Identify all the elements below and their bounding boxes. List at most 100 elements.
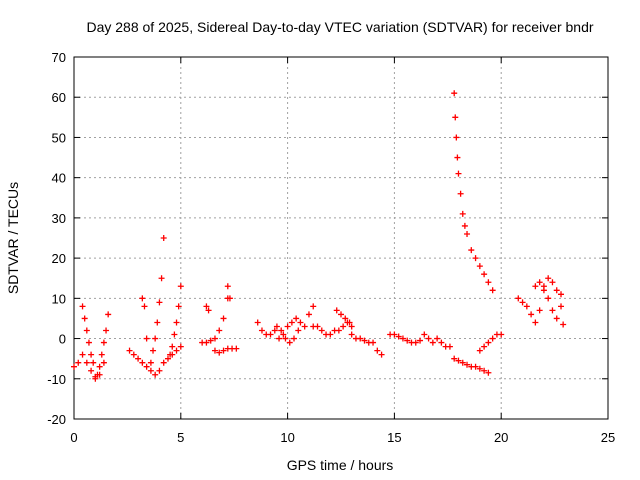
- data-point: [143, 363, 150, 370]
- plot-area-frame: [73, 56, 609, 420]
- data-point: [164, 355, 171, 362]
- data-point: [451, 355, 458, 362]
- data-point: [276, 335, 283, 342]
- data-point: [338, 311, 344, 318]
- data-point: [357, 335, 364, 342]
- y-tick-label: 70: [52, 50, 66, 65]
- data-point: [340, 323, 347, 330]
- data-point: [147, 359, 154, 366]
- data-point: [310, 303, 317, 310]
- data-point: [282, 335, 289, 342]
- data-point: [399, 335, 406, 342]
- data-point: [457, 190, 464, 197]
- data-point: [278, 327, 285, 334]
- data-point: [305, 311, 312, 318]
- data-point: [207, 337, 214, 344]
- data-point: [489, 335, 496, 342]
- data-point: [254, 319, 261, 326]
- x-tick-label: 10: [280, 430, 294, 445]
- x-tick-label: 20: [494, 430, 508, 445]
- data-point: [455, 357, 462, 364]
- x-tick-label: 0: [70, 430, 77, 445]
- series-seg7: [167, 283, 184, 358]
- data-point: [150, 347, 157, 354]
- data-point: [540, 283, 547, 290]
- data-point: [152, 371, 159, 378]
- data-point: [553, 315, 560, 322]
- series-seg19: [451, 355, 492, 376]
- data-point: [560, 321, 567, 328]
- chart-grid: [74, 57, 608, 419]
- chart-title: Day 288 of 2025, Sidereal Day-to-day VTE…: [86, 19, 593, 35]
- data-point: [203, 303, 210, 310]
- data-point: [558, 303, 565, 310]
- data-point: [135, 355, 142, 362]
- data-point: [79, 351, 86, 358]
- data-point: [173, 347, 180, 354]
- data-point: [98, 351, 105, 358]
- data-point: [224, 283, 231, 290]
- data-point: [280, 331, 287, 338]
- data-point: [498, 331, 505, 338]
- series-seg20: [451, 90, 496, 294]
- series-seg4: [126, 343, 184, 378]
- data-point: [288, 319, 295, 326]
- series-seg22: [515, 275, 565, 326]
- data-point: [81, 315, 88, 322]
- y-axis: -20 -10 0 10 20 30 40 50 60 70: [47, 50, 608, 427]
- data-point: [175, 303, 182, 310]
- data-point: [271, 327, 278, 334]
- data-point: [158, 275, 165, 282]
- series-seg9: [203, 303, 212, 314]
- data-point: [216, 327, 223, 334]
- data-point: [391, 331, 398, 338]
- data-point: [297, 319, 304, 326]
- data-point: [472, 255, 479, 262]
- data-point: [454, 154, 461, 161]
- y-tick-label: 40: [52, 171, 66, 186]
- y-tick-label: 30: [52, 211, 66, 226]
- data-point: [346, 319, 353, 326]
- data-point: [226, 295, 233, 302]
- y-tick-label: -10: [47, 372, 66, 387]
- series-seg18: [387, 331, 453, 350]
- data-point: [429, 339, 436, 346]
- series-seg10: [224, 283, 233, 302]
- y-tick-label: -20: [47, 412, 66, 427]
- data-point: [211, 335, 218, 342]
- series-seg21: [476, 331, 505, 354]
- data-point: [233, 345, 240, 352]
- data-point: [83, 359, 90, 366]
- series-seg3: [92, 311, 112, 382]
- data-point: [284, 323, 291, 330]
- data-point: [139, 359, 146, 366]
- data-point: [519, 299, 526, 306]
- data-point: [481, 343, 488, 350]
- x-tick-label: 5: [177, 430, 184, 445]
- data-point: [103, 327, 110, 334]
- data-point: [489, 287, 496, 294]
- data-points: [71, 90, 567, 382]
- data-point: [459, 210, 466, 217]
- data-point: [92, 375, 99, 382]
- series-seg6: [147, 235, 167, 366]
- data-point: [177, 283, 184, 290]
- data-point: [177, 343, 184, 350]
- series-seg23: [532, 279, 565, 322]
- data-point: [203, 339, 210, 346]
- data-point: [421, 331, 428, 338]
- data-point: [85, 339, 92, 346]
- data-point: [94, 371, 101, 378]
- data-point: [532, 319, 539, 326]
- series-seg14: [301, 303, 317, 330]
- data-point: [258, 327, 265, 334]
- data-point: [549, 307, 556, 314]
- data-point: [446, 343, 453, 350]
- data-point: [75, 359, 82, 366]
- data-point: [100, 339, 107, 346]
- data-point: [476, 347, 483, 354]
- data-point: [156, 299, 163, 306]
- x-axis: 0 5 10 15 20 25: [70, 57, 615, 445]
- data-point: [485, 339, 492, 346]
- data-point: [295, 327, 302, 334]
